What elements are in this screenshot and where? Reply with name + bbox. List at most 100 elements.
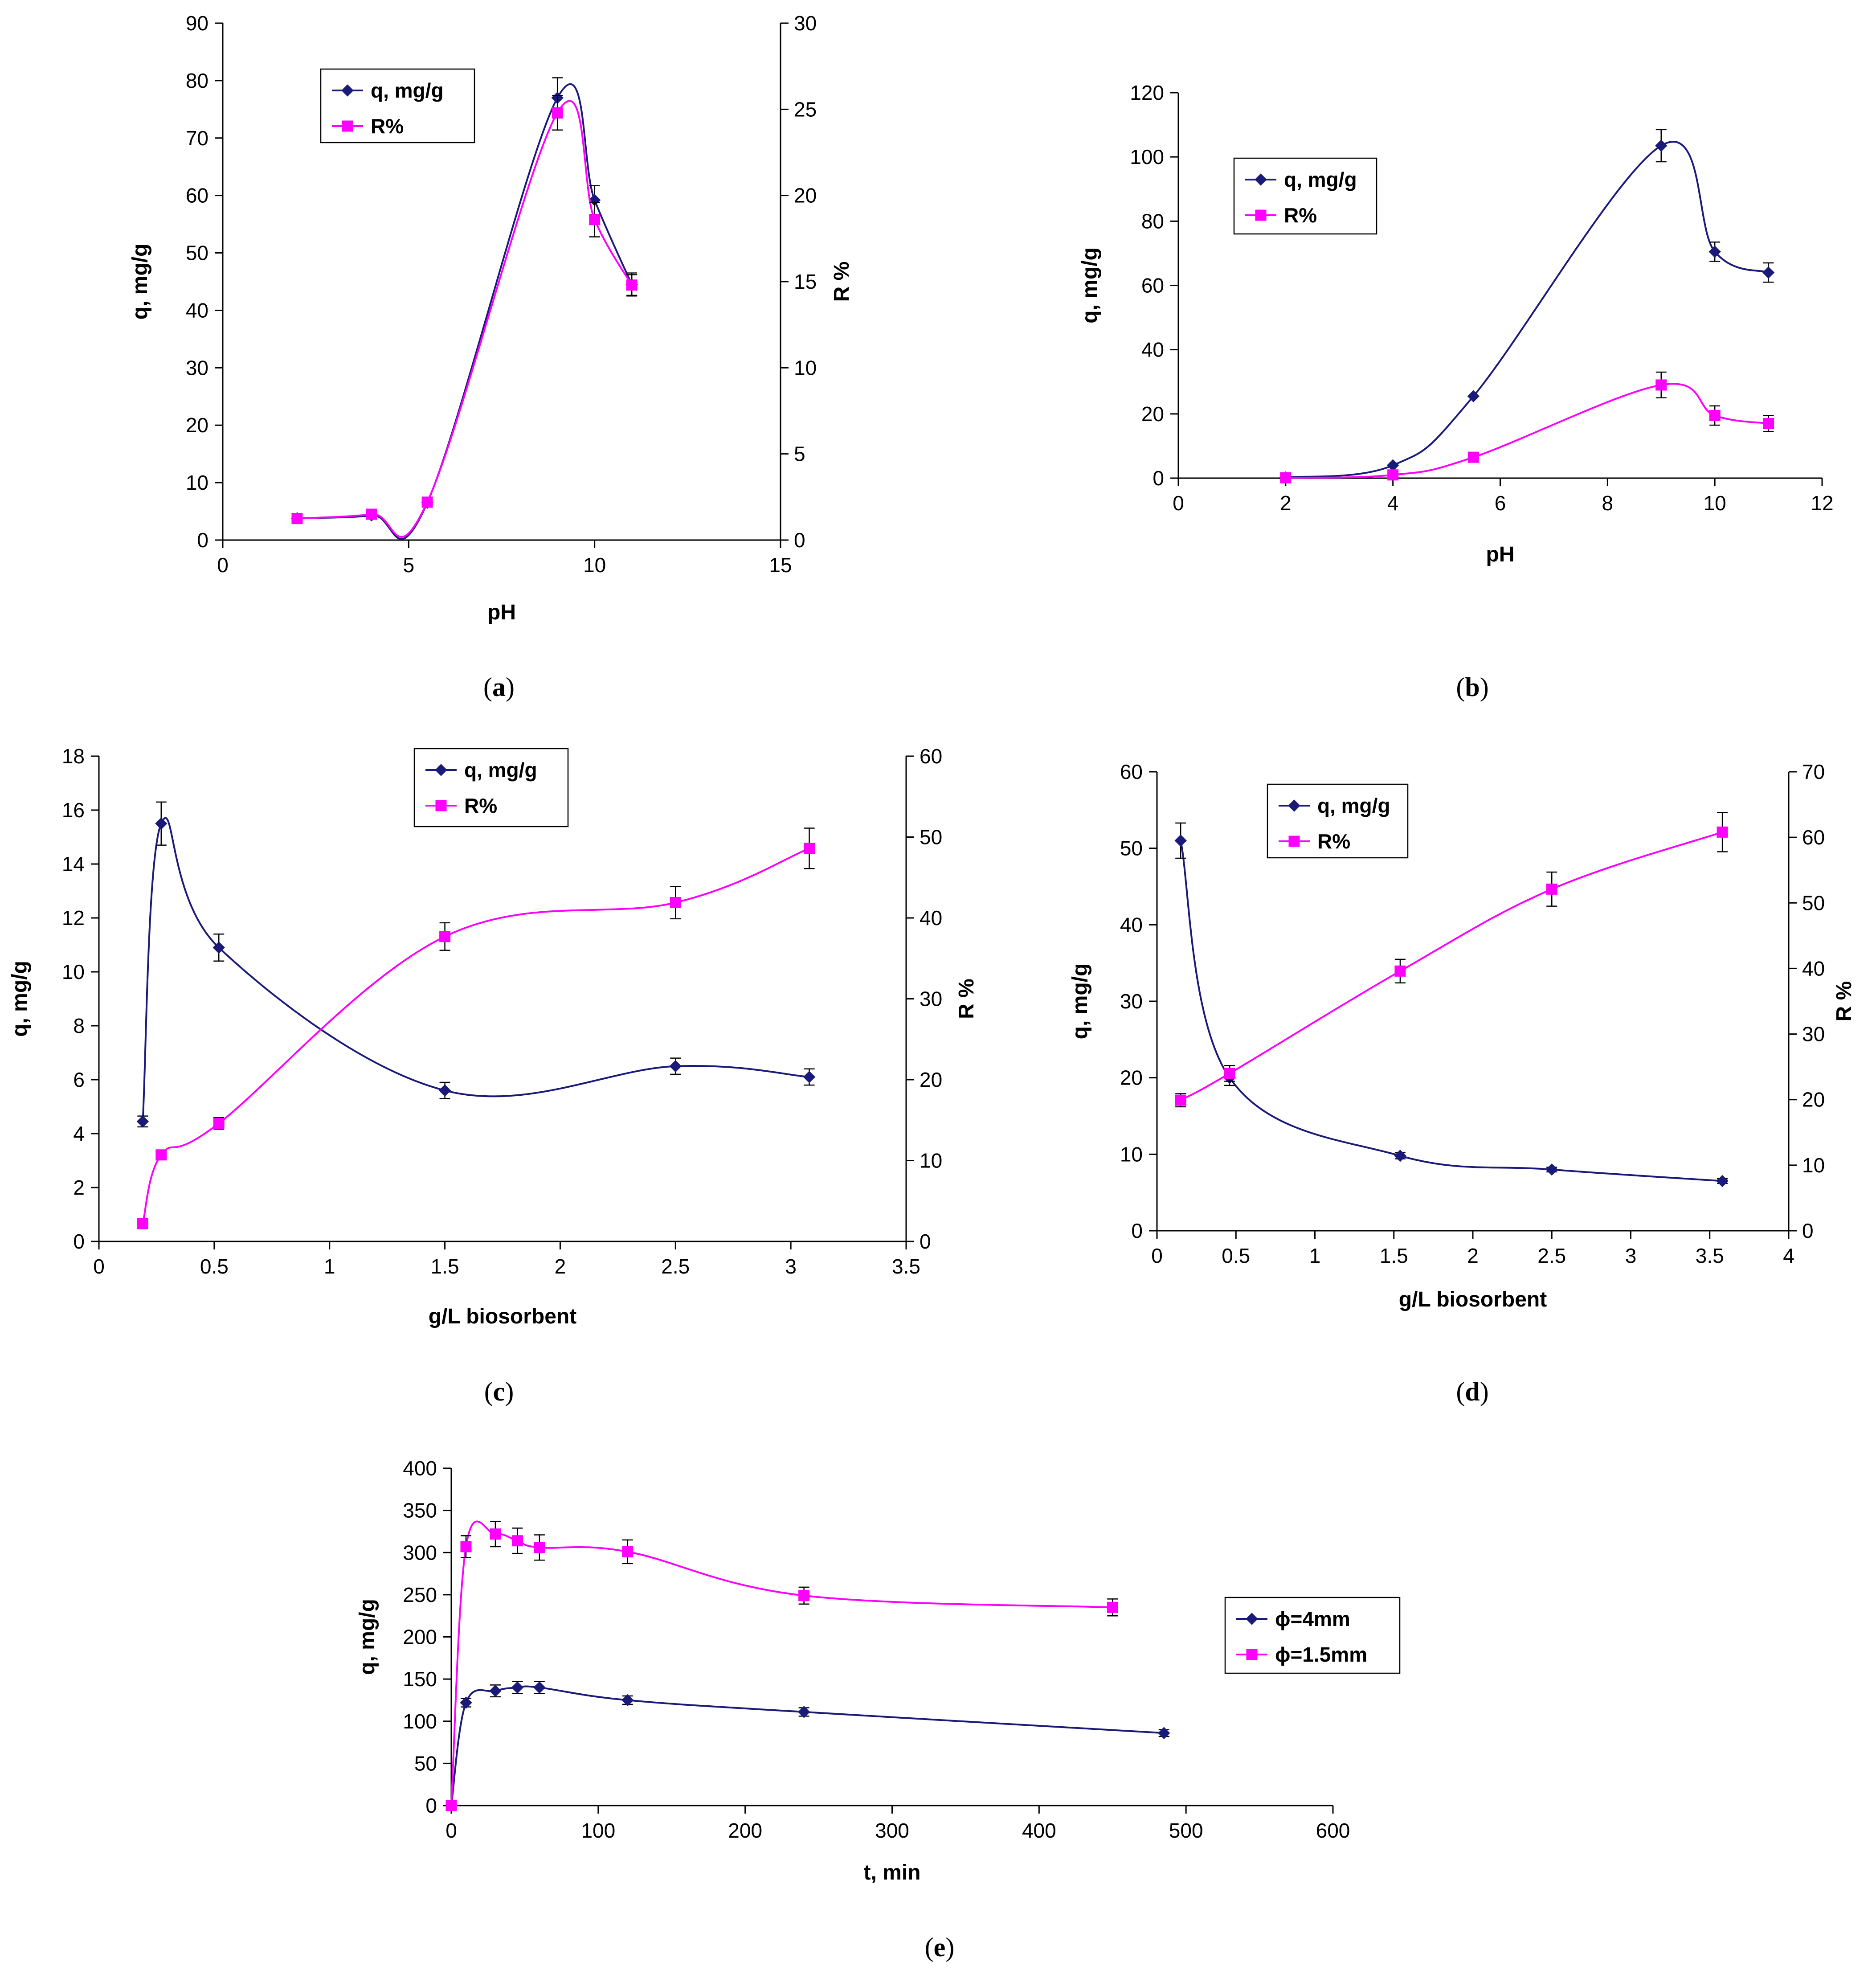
- y-tick-label: 120: [1130, 81, 1164, 104]
- y-tick-label: 350: [403, 1499, 437, 1522]
- series-line: [297, 83, 633, 540]
- panel-c-series-1-point-4: [670, 897, 681, 909]
- legend-entry-label: R%: [1317, 830, 1350, 853]
- panel-d-series-0-point-4: [1716, 1175, 1729, 1188]
- y2-axis-title: R %: [1832, 981, 1856, 1022]
- y-tick-label: 14: [62, 852, 85, 876]
- y-tick-label: 12: [62, 906, 85, 930]
- y-tick-label: 0: [1131, 1219, 1143, 1242]
- x-tick-label: 2.5: [661, 1255, 690, 1278]
- y-tick-label: 20: [1141, 402, 1164, 426]
- legend-box: [1233, 157, 1377, 235]
- y-tick-label: 50: [186, 242, 208, 265]
- series-R%: [137, 827, 815, 1229]
- x-tick-label: 12: [1811, 491, 1833, 515]
- series-line: [142, 817, 809, 1122]
- y-tick-label: 250: [403, 1583, 437, 1606]
- y-tick-label: 150: [403, 1667, 437, 1691]
- panel-b-series-1-point-3: [1655, 379, 1667, 391]
- panel-a-series-1-point-1: [366, 508, 377, 520]
- y-tick-label: 4: [73, 1122, 85, 1145]
- y2-tick-label: 5: [794, 442, 805, 466]
- panel-d-series-0-point-2: [1394, 1150, 1406, 1162]
- y2-tick-label: 60: [1802, 826, 1825, 849]
- series-q, mg/g: [136, 801, 816, 1128]
- x-tick-label: 3.5: [1696, 1244, 1724, 1267]
- panel-d-series-1-point-2: [1394, 965, 1406, 977]
- series-line: [142, 848, 810, 1224]
- panel-b-series-legend-point-1: [1255, 209, 1267, 221]
- panel-e-series-0-point-1: [460, 1696, 472, 1709]
- panel-c-series-legend-point-1: [435, 800, 447, 811]
- y2-axis-title: R %: [830, 262, 854, 302]
- panel-e-series-0-point-3: [511, 1681, 524, 1694]
- panel-b-series-0-point-3: [1655, 139, 1668, 152]
- legend: q, mg/g R%: [320, 68, 475, 143]
- x-tick-label: 3.5: [892, 1255, 920, 1278]
- legend: q, mg/g R%: [1267, 783, 1409, 859]
- panel-e-series-0-point-4: [533, 1681, 546, 1694]
- legend-entry-label: q, mg/g: [464, 758, 537, 782]
- x-tick-label: 15: [769, 553, 792, 577]
- x-tick-label: 400: [1022, 1819, 1056, 1842]
- x-tick-label: 0: [93, 1255, 105, 1278]
- panel-c-series-1-point-2: [213, 1118, 225, 1129]
- y-tick-label: 50: [1120, 837, 1143, 860]
- x-tick-label: 100: [581, 1819, 615, 1842]
- panel-e-series-0-point-7: [1157, 1727, 1170, 1739]
- panel-d-series-1-point-0: [1175, 1094, 1186, 1106]
- panel-b-series-0-point-2: [1467, 390, 1480, 402]
- y-tick-label: 6: [73, 1068, 85, 1091]
- series-line: [450, 1520, 1113, 1806]
- panel-c: 0 0.5 1 1.5 2 2.5 3 3.5024681012141618010203040…: [8, 745, 978, 1406]
- y2-tick-label: 0: [794, 528, 805, 552]
- x-tick-label: 2: [1280, 491, 1292, 515]
- y-tick-label: 16: [62, 799, 85, 822]
- panel-caption: (d): [1456, 1377, 1488, 1406]
- y-tick-label: 100: [403, 1710, 437, 1733]
- y-tick-label: 30: [186, 356, 208, 379]
- x-tick-label: 4: [1783, 1244, 1794, 1267]
- y2-tick-label: 40: [920, 906, 942, 930]
- y2-axis-title: R %: [955, 979, 978, 1019]
- y-tick-label: 80: [186, 69, 208, 92]
- x-tick-label: 0: [1173, 491, 1184, 515]
- y2-tick-label: 40: [1802, 957, 1825, 980]
- series-ϕ=1.5mm: [445, 1520, 1118, 1811]
- panel-c-series-legend-point-0: [435, 764, 447, 776]
- panel-e-series-1-point-0: [445, 1800, 457, 1811]
- x-tick-label: 6: [1495, 491, 1506, 515]
- y-tick-label: 40: [1141, 338, 1164, 361]
- y2-tick-label: 30: [794, 12, 817, 35]
- panel-e-series-legend-point-0: [1246, 1613, 1258, 1625]
- x-tick-label: 300: [875, 1819, 909, 1842]
- panel-c-series-0-point-1: [155, 817, 168, 830]
- panel-e-series-1-point-4: [534, 1542, 545, 1553]
- y-tick-label: 10: [186, 471, 208, 494]
- y2-tick-label: 20: [794, 184, 817, 207]
- legend-entry-label: R%: [1284, 204, 1317, 227]
- x-axis-title: pH: [487, 601, 516, 624]
- x-tick-label: 3: [785, 1255, 797, 1278]
- y2-tick-label: 30: [920, 987, 942, 1011]
- series-q, mg/g: [291, 77, 638, 540]
- y-tick-label: 2: [73, 1176, 85, 1199]
- panel-c-series-0-point-2: [213, 941, 225, 954]
- y2-tick-label: 50: [1802, 891, 1825, 914]
- panel-e: 0 100 200 300 400 500 600 0 50 100 150 200 250 300 350…: [356, 1457, 1401, 1962]
- series-line: [1285, 383, 1769, 479]
- legend-entry-label: q, mg/g: [1284, 168, 1357, 191]
- x-tick-label: 2: [1467, 1244, 1479, 1267]
- panel-a: 0 5 10 150102030405060708090051015202530pHq…: [128, 12, 854, 702]
- y2-tick-label: 20: [1802, 1088, 1825, 1111]
- legend-entry-label: R%: [464, 794, 497, 817]
- panel-a-series-legend-point-1: [342, 120, 353, 132]
- x-tick-label: 2.5: [1537, 1244, 1566, 1267]
- legend-entry-label: ϕ=1.5mm: [1275, 1643, 1367, 1666]
- panel-b-series-0-point-1: [1386, 459, 1399, 471]
- panel-e-series-0-point-2: [489, 1684, 502, 1697]
- panel-caption: (e): [925, 1933, 955, 1962]
- y-tick-label: 200: [403, 1626, 437, 1649]
- y-tick-label: 10: [1120, 1143, 1143, 1166]
- legend-box: [413, 748, 569, 827]
